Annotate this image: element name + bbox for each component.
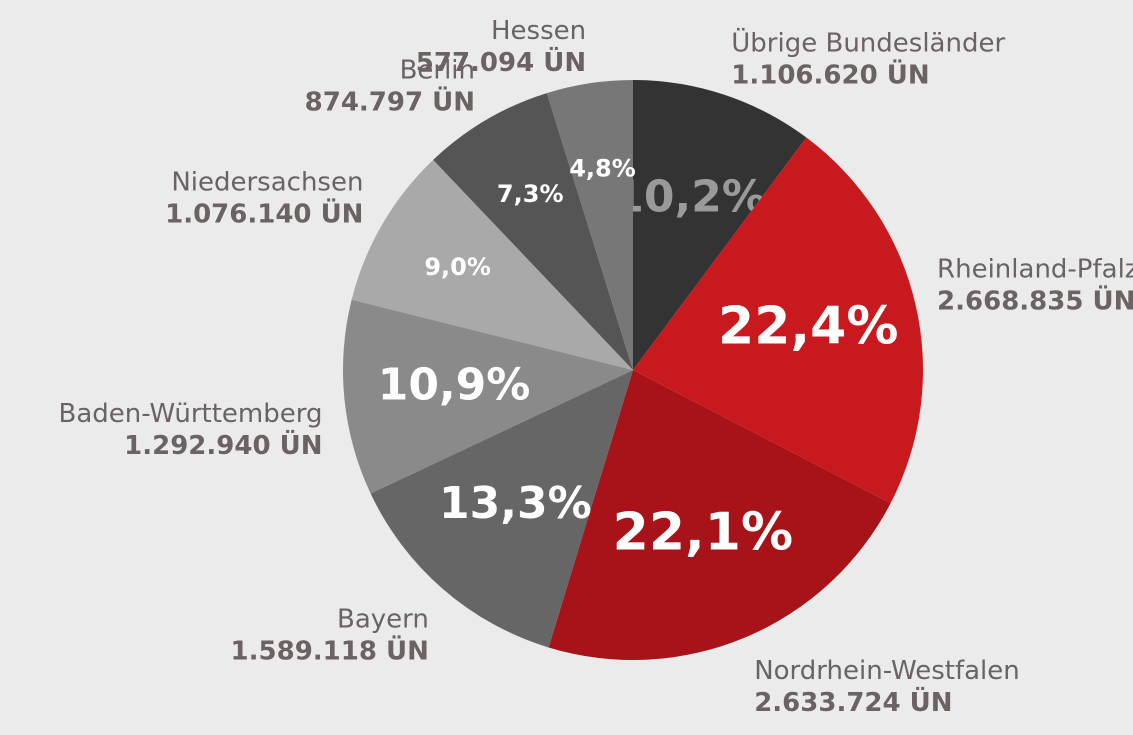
overnight-label: 1.589.118 ÜN xyxy=(231,633,429,666)
category-label: Rheinland-Pfalz xyxy=(937,255,1133,285)
category-label: Berlin xyxy=(400,55,475,85)
percent-label: 10,2% xyxy=(613,171,766,222)
category-label: Niedersachsen xyxy=(171,167,363,197)
category-label: Bayern xyxy=(337,604,429,634)
overnight-label: 577.094 ÜN xyxy=(416,45,586,78)
percent-label: 9,0% xyxy=(424,253,491,281)
percent-label: 22,1% xyxy=(613,503,793,563)
pie-slice xyxy=(370,370,633,648)
pie-slice xyxy=(546,80,633,370)
percent-label: 7,3% xyxy=(497,180,564,208)
pie-slice xyxy=(633,80,807,370)
overnight-label: 874.797 ÜN xyxy=(305,84,475,117)
overnight-label: 2.668.835 ÜN xyxy=(937,284,1133,317)
category-label: Übrige Bundesländer xyxy=(731,26,1005,58)
overnight-label: 1.292.940 ÜN xyxy=(124,428,322,461)
pie-slice xyxy=(433,93,633,370)
percent-label: 13,3% xyxy=(439,478,592,529)
pie-slice xyxy=(343,299,633,494)
overnight-label: 1.106.620 ÜN xyxy=(731,57,929,90)
percent-label: 4,8% xyxy=(569,154,636,182)
percent-label: 22,4% xyxy=(718,297,898,357)
category-label: Baden-Württemberg xyxy=(58,399,322,429)
pie-slice xyxy=(351,159,633,370)
overnight-label: 1.076.140 ÜN xyxy=(165,196,363,229)
category-label: Hessen xyxy=(491,16,586,46)
pie-slice xyxy=(548,370,891,660)
pie-slice xyxy=(633,137,923,504)
percent-label: 10,9% xyxy=(378,359,531,410)
category-label: Nordrhein-Westfalen xyxy=(754,656,1020,686)
overnight-label: 2.633.724 ÜN xyxy=(754,685,952,718)
